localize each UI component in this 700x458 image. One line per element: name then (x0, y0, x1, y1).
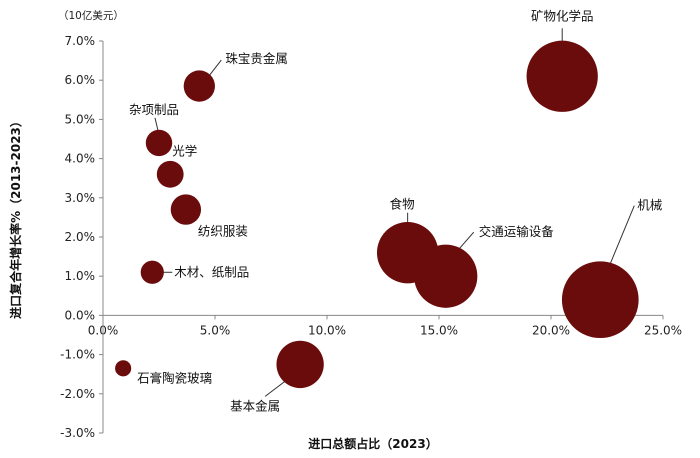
bubble-label: 光学 (172, 143, 197, 158)
x-tick-label: 25.0% (644, 323, 682, 337)
unit-note: （10亿美元） (58, 9, 124, 22)
x-tick-label: 5.0% (200, 323, 231, 337)
bubble-label: 珠宝贵金属 (225, 51, 288, 66)
bubble (183, 70, 215, 102)
bubble (276, 340, 324, 389)
bubbles (115, 40, 639, 389)
y-tick-label: -1.0% (60, 348, 95, 362)
y-tick-label: 5.0% (65, 112, 96, 126)
bubble (526, 40, 598, 112)
bubble-label: 矿物化学品 (531, 8, 594, 23)
bubble (115, 360, 132, 377)
bubble (170, 194, 202, 225)
bubble (376, 222, 439, 284)
y-tick-label: 4.0% (65, 152, 96, 166)
bubble (140, 260, 164, 284)
bubble-label: 机械 (637, 198, 663, 213)
x-tick-label: 15.0% (420, 323, 458, 337)
bubble (561, 261, 639, 339)
x-tick-label: 10.0% (308, 323, 346, 337)
bubble-label: 基本金属 (230, 398, 280, 413)
y-tick-label: -3.0% (60, 426, 95, 440)
y-axis-ticks: 7.0% 6.0% 5.0% 4.0% 3.0% 2.0% 1.0% 0.0% -1.0% -2.… (60, 34, 103, 440)
x-axis-ticks: 0.0% 5.0% 10.0% 15.0% 20.0% 25.0% (88, 315, 682, 337)
bubble-label: 食物 (390, 197, 415, 212)
x-tick-label: 20.0% (532, 323, 570, 337)
y-tick-label: 6.0% (65, 73, 96, 87)
y-tick-label: 3.0% (65, 191, 96, 205)
y-tick-label: -2.0% (60, 387, 95, 401)
y-axis-title: 进口复合年增长率%（2013-2023） (8, 115, 23, 319)
y-tick-label: 0.0% (65, 308, 96, 322)
bubble (156, 160, 184, 188)
bubble-label: 交通运输设备 (479, 224, 555, 239)
y-tick-label: 7.0% (65, 34, 96, 48)
x-axis-title: 进口总额占比（2023） (308, 436, 437, 451)
bubble-label: 杂项制品 (129, 102, 179, 117)
y-tick-label: 1.0% (65, 269, 96, 283)
bubble (145, 129, 173, 157)
bubble-label: 纺织服装 (198, 224, 248, 239)
bubble-label: 石膏陶瓷玻璃 (137, 370, 212, 385)
y-tick-label: 2.0% (65, 230, 96, 244)
bubble-label: 木材、纸制品 (174, 264, 249, 279)
